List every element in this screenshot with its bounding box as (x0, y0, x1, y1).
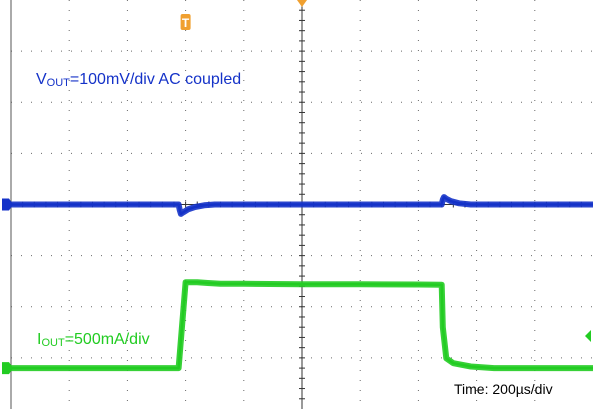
vout-annotation-scale: =100mV/div AC coupled (70, 71, 241, 88)
vout-channel-marker (2, 198, 13, 211)
vout-annotation-subscript: OUT (47, 77, 71, 89)
iout-annotation: IOUT=500mA/div (37, 331, 150, 349)
trigger-position-letter: T (182, 16, 190, 30)
trigger-position-marker (180, 14, 191, 30)
iout-annotation-scale: =500mA/div (65, 331, 150, 348)
vout-annotation-main: V (36, 71, 47, 88)
iout-trace-core (11, 280, 593, 370)
trigger-level-marker (585, 330, 591, 342)
channel-markers: T (2, 0, 591, 375)
traces (11, 194, 593, 372)
horizontal-position-marker (297, 0, 307, 7)
vout-annotation: VOUT=100mV/div AC coupled (36, 71, 241, 89)
iout-annotation-main: I (37, 331, 41, 348)
iout-annotation-subscript: OUT (41, 337, 65, 349)
timebase-label: Time: 200µs/div (454, 381, 553, 397)
iout-channel-marker (2, 362, 13, 375)
vout-trace-core (11, 195, 593, 216)
